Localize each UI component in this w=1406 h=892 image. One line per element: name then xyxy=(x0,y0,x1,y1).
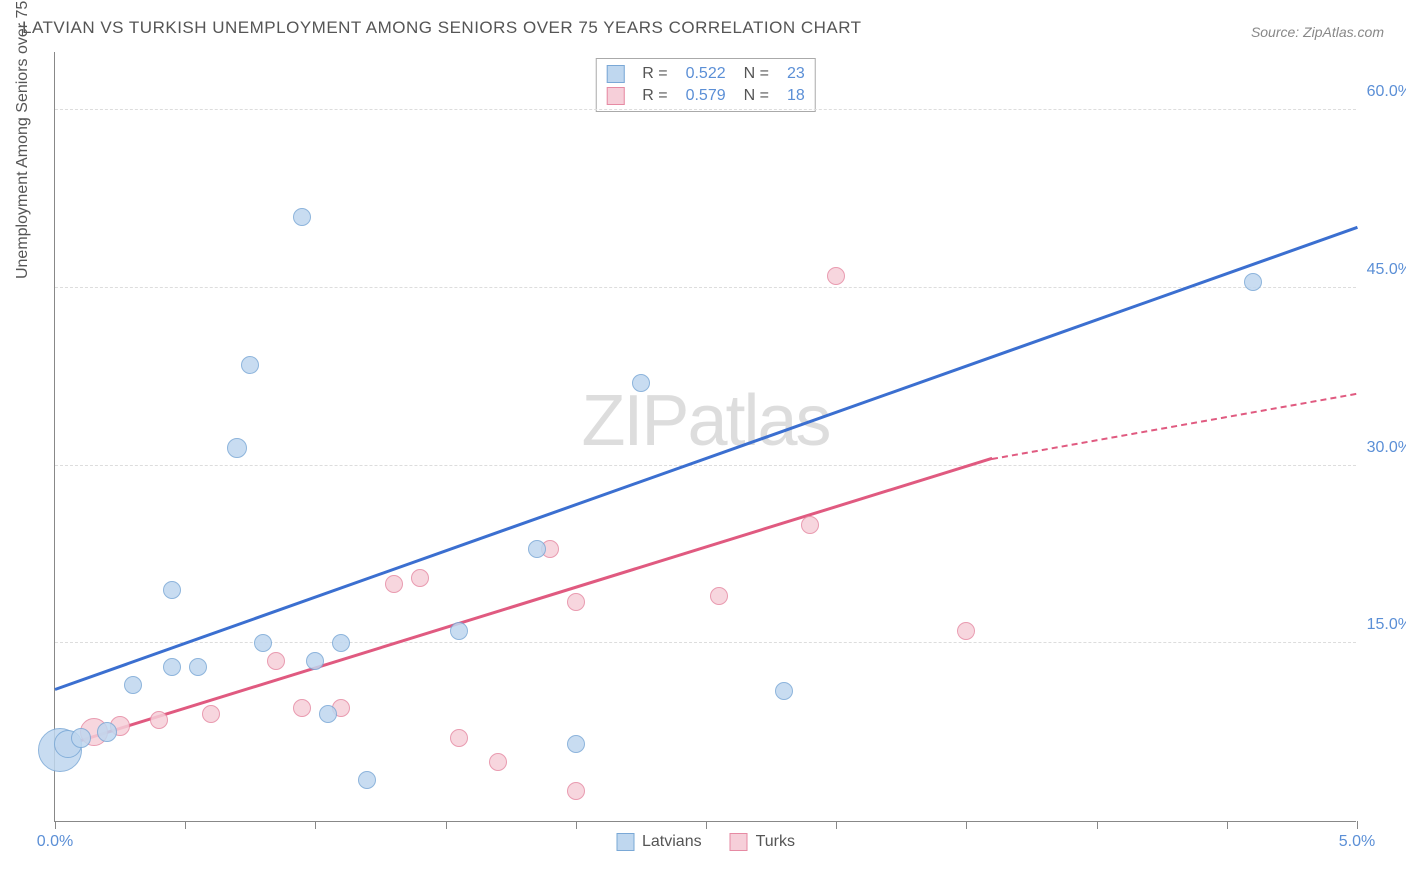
data-point-latvians xyxy=(775,682,793,700)
swatch-turks xyxy=(606,87,624,105)
x-tick xyxy=(706,821,707,829)
source-credit: Source: ZipAtlas.com xyxy=(1251,24,1384,40)
data-point-latvians xyxy=(163,581,181,599)
data-point-latvians xyxy=(567,735,585,753)
x-tick xyxy=(836,821,837,829)
data-point-turks xyxy=(411,569,429,587)
data-point-turks xyxy=(567,782,585,800)
r-label: R = xyxy=(642,65,667,83)
legend-label-latvians: Latvians xyxy=(642,833,702,851)
data-point-latvians xyxy=(632,374,650,392)
data-point-turks xyxy=(957,622,975,640)
source-prefix: Source: xyxy=(1251,24,1303,40)
trend-line xyxy=(54,226,1357,691)
data-point-turks xyxy=(293,699,311,717)
data-point-latvians xyxy=(163,658,181,676)
x-tick xyxy=(1357,821,1358,829)
data-point-latvians xyxy=(450,622,468,640)
y-tick-label: 15.0% xyxy=(1367,616,1406,634)
data-point-turks xyxy=(385,575,403,593)
data-point-latvians xyxy=(306,652,324,670)
data-point-turks xyxy=(202,705,220,723)
data-point-turks xyxy=(710,587,728,605)
data-point-turks xyxy=(801,516,819,534)
data-point-latvians xyxy=(358,771,376,789)
data-point-latvians xyxy=(319,705,337,723)
data-point-latvians xyxy=(71,728,91,748)
data-point-latvians xyxy=(293,208,311,226)
trend-line xyxy=(55,457,993,750)
legend-item-turks: Turks xyxy=(730,833,795,851)
x-tick xyxy=(576,821,577,829)
data-point-latvians xyxy=(254,634,272,652)
y-tick-label: 60.0% xyxy=(1367,83,1406,101)
data-point-turks xyxy=(567,593,585,611)
data-point-latvians xyxy=(227,438,247,458)
x-tick xyxy=(1227,821,1228,829)
stats-row-latvians: R = 0.522 N = 23 xyxy=(606,63,805,85)
x-tick xyxy=(446,821,447,829)
x-tick xyxy=(185,821,186,829)
legend-swatch-latvians xyxy=(616,833,634,851)
r-value-turks: 0.579 xyxy=(686,87,726,105)
x-tick xyxy=(315,821,316,829)
chart-title: LATVIAN VS TURKISH UNEMPLOYMENT AMONG SE… xyxy=(22,18,862,38)
n-label: N = xyxy=(744,87,769,105)
data-point-latvians xyxy=(97,722,117,742)
gridline xyxy=(55,465,1356,466)
chart-plot-area: ZIPatlas R = 0.522 N = 23 R = 0.579 N = … xyxy=(54,52,1356,822)
data-point-latvians xyxy=(241,356,259,374)
stats-row-turks: R = 0.579 N = 18 xyxy=(606,85,805,107)
data-point-turks xyxy=(489,753,507,771)
x-tick-label: 0.0% xyxy=(37,833,73,851)
n-value-latvians: 23 xyxy=(787,65,805,83)
data-point-latvians xyxy=(124,676,142,694)
x-tick xyxy=(966,821,967,829)
x-tick xyxy=(1097,821,1098,829)
n-label: N = xyxy=(744,65,769,83)
x-tick xyxy=(55,821,56,829)
data-point-latvians xyxy=(528,540,546,558)
x-tick-label: 5.0% xyxy=(1339,833,1375,851)
data-point-latvians xyxy=(1244,273,1262,291)
r-value-latvians: 0.522 xyxy=(686,65,726,83)
r-label: R = xyxy=(642,87,667,105)
y-axis-title: Unemployment Among Seniors over 75 years xyxy=(14,0,32,279)
y-tick-label: 30.0% xyxy=(1367,439,1406,457)
trend-line xyxy=(992,393,1357,460)
legend-swatch-turks xyxy=(730,833,748,851)
data-point-latvians xyxy=(332,634,350,652)
legend-item-latvians: Latvians xyxy=(616,833,702,851)
y-tick-label: 45.0% xyxy=(1367,261,1406,279)
correlation-stats-box: R = 0.522 N = 23 R = 0.579 N = 18 xyxy=(595,58,816,112)
legend-label-turks: Turks xyxy=(756,833,795,851)
gridline xyxy=(55,109,1356,110)
n-value-turks: 18 xyxy=(787,87,805,105)
data-point-turks xyxy=(267,652,285,670)
watermark-zip: ZIP xyxy=(581,381,687,461)
data-point-turks xyxy=(827,267,845,285)
watermark: ZIPatlas xyxy=(581,380,829,462)
swatch-latvians xyxy=(606,65,624,83)
source-name: ZipAtlas.com xyxy=(1303,24,1384,40)
data-point-turks xyxy=(150,711,168,729)
data-point-latvians xyxy=(189,658,207,676)
gridline xyxy=(55,642,1356,643)
series-legend: Latvians Turks xyxy=(616,833,795,851)
data-point-turks xyxy=(450,729,468,747)
gridline xyxy=(55,287,1356,288)
